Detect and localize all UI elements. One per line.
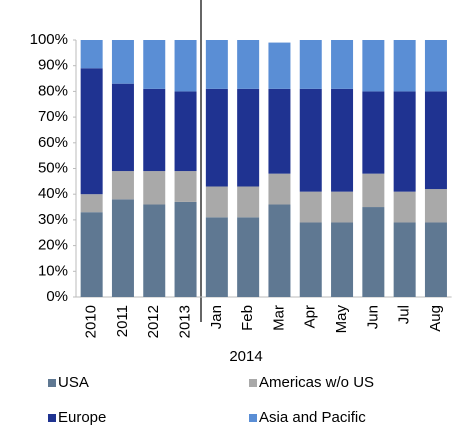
bar-segment	[299, 191, 322, 223]
bar-segment	[237, 217, 260, 297]
bar-segment	[362, 40, 385, 92]
y-tick-label: 50%	[38, 159, 68, 176]
legend-swatch	[48, 379, 56, 387]
bar-segment	[237, 88, 260, 187]
legend-swatch	[249, 379, 257, 387]
y-tick-label: 20%	[38, 237, 68, 254]
y-tick-label: 30%	[38, 211, 68, 228]
bar-segment	[80, 40, 103, 69]
y-tick-label: 0%	[46, 288, 68, 305]
legend-label: Europe	[58, 409, 106, 426]
bar-segment	[299, 222, 322, 297]
bar-segment	[237, 40, 260, 89]
bar-segment	[80, 194, 103, 213]
bar-segment	[111, 83, 134, 172]
y-tick-label: 40%	[38, 185, 68, 202]
y-tick-label: 100%	[30, 31, 68, 48]
bar-segment	[268, 42, 291, 89]
bar-segment	[205, 88, 228, 187]
legend-swatch	[249, 414, 257, 422]
x-tick-label: 2012	[145, 305, 162, 338]
bar-segment	[331, 222, 354, 297]
bar-segment	[393, 191, 416, 223]
bar-segment	[111, 171, 134, 200]
x-tick-label: May	[333, 305, 350, 334]
y-tick-label: 60%	[38, 134, 68, 151]
bar-segment	[393, 91, 416, 192]
bar-segment	[268, 88, 291, 174]
bar-segment	[174, 201, 197, 297]
bar-segment	[174, 40, 197, 92]
bar-segment	[80, 212, 103, 297]
bar-segment	[362, 91, 385, 174]
x-tick-label: Mar	[270, 305, 287, 331]
bar-segment	[331, 191, 354, 223]
bar-segment	[299, 40, 322, 89]
bar-segment	[362, 207, 385, 297]
x-tick-label: 2011	[114, 305, 131, 337]
bar-segment	[268, 204, 291, 297]
bar-segment	[143, 88, 166, 172]
bar-segment	[143, 171, 166, 205]
x-tick-label: Apr	[302, 305, 319, 328]
legend-label: Asia and Pacific	[259, 409, 366, 426]
x-tick-label: Aug	[427, 305, 444, 332]
bar-segment	[393, 40, 416, 92]
y-tick-label: 90%	[38, 57, 68, 74]
bar-segment	[362, 173, 385, 208]
bar-segment	[111, 40, 134, 84]
group-label: 2014	[229, 348, 262, 365]
y-tick-label: 70%	[38, 108, 68, 125]
bar-segment	[111, 199, 134, 297]
bar-segment	[205, 186, 228, 218]
bar-segment	[424, 222, 447, 297]
bar-segment	[393, 222, 416, 297]
bar-segment	[174, 171, 197, 202]
bar-segment	[143, 40, 166, 89]
x-tick-label: Jul	[396, 305, 413, 324]
x-tick-label: Jun	[364, 305, 381, 329]
legend-swatch	[48, 414, 56, 422]
legend-label: USA	[58, 374, 89, 391]
bar-segment	[143, 204, 166, 297]
bar-segment	[424, 91, 447, 190]
bar-segment	[268, 173, 291, 205]
bar-segment	[424, 189, 447, 223]
bar-segment	[80, 68, 103, 195]
bar-segment	[424, 40, 447, 92]
bar-segment	[205, 40, 228, 89]
y-tick-label: 10%	[38, 262, 68, 279]
bar-segment	[299, 88, 322, 192]
legend-label: Americas w/o US	[259, 374, 374, 391]
bar-segment	[237, 186, 260, 218]
bar-segment	[331, 40, 354, 89]
x-tick-label: Jan	[208, 305, 225, 329]
x-tick-label: Feb	[239, 305, 256, 331]
x-tick-label: 2010	[83, 305, 100, 338]
bar-segment	[174, 91, 197, 172]
x-tick-label: 2013	[177, 305, 194, 338]
bar-segment	[331, 88, 354, 192]
y-tick-label: 80%	[38, 82, 68, 99]
bar-segment	[205, 217, 228, 297]
